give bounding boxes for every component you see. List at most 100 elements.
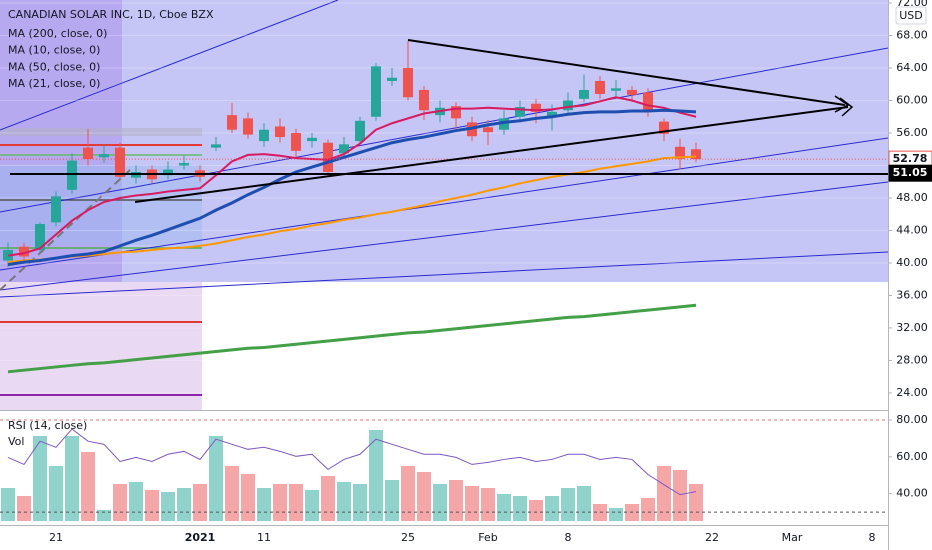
volume-bar bbox=[417, 472, 431, 521]
volume-bar bbox=[225, 466, 239, 521]
price-tag: 51.05 bbox=[893, 166, 928, 179]
level-band bbox=[0, 128, 202, 136]
volume-bar bbox=[49, 466, 63, 521]
candle-body bbox=[659, 121, 669, 134]
candle-body bbox=[387, 77, 397, 81]
y-tick-label: 44.00 bbox=[896, 223, 928, 236]
y-tick-label: 80.00 bbox=[896, 413, 928, 426]
legend-entry: MA (21, close, 0) bbox=[8, 77, 100, 90]
volume-bar bbox=[273, 484, 287, 521]
candle-body bbox=[179, 163, 189, 166]
volume-bar bbox=[385, 480, 399, 521]
candle-body bbox=[51, 196, 61, 223]
y-tick-label: 48.00 bbox=[896, 191, 928, 204]
candle-body bbox=[339, 144, 349, 154]
volume-bar bbox=[433, 484, 447, 521]
candle-body bbox=[243, 118, 253, 135]
y-tick-label: 40.00 bbox=[896, 256, 928, 269]
candle-body bbox=[675, 146, 685, 159]
volume-bar bbox=[449, 480, 463, 521]
currency: USD bbox=[899, 9, 923, 22]
volume-bar bbox=[209, 436, 223, 521]
legend-entry: RSI (14, close) bbox=[8, 419, 87, 432]
candle-body bbox=[291, 132, 301, 151]
candle-body bbox=[451, 106, 461, 119]
trend-line bbox=[0, 47, 889, 213]
annotations bbox=[10, 39, 888, 203]
candle-body bbox=[35, 223, 45, 250]
candle-body bbox=[643, 92, 653, 111]
axes: 24.0028.0032.0036.0040.0044.0048.0052.00… bbox=[49, 0, 932, 544]
x-tick-label: 2021 bbox=[185, 531, 216, 544]
x-tick-label: Feb bbox=[478, 531, 497, 544]
level-band bbox=[0, 165, 202, 245]
candle-body bbox=[611, 88, 621, 91]
volume-bar bbox=[305, 490, 319, 521]
x-tick-label: 8 bbox=[869, 531, 876, 544]
y-tick-label: 56.00 bbox=[896, 126, 928, 139]
legend-entry: Vol bbox=[8, 435, 24, 448]
candle-body bbox=[115, 147, 125, 177]
x-tick-label: 11 bbox=[257, 531, 271, 544]
candle-body bbox=[627, 89, 637, 95]
moving-average bbox=[7, 108, 697, 267]
candle-body bbox=[275, 126, 285, 138]
trend-line bbox=[0, 0, 339, 131]
trend-line bbox=[0, 251, 889, 298]
candle-body bbox=[403, 67, 413, 98]
volume-bar bbox=[289, 484, 303, 521]
y-tick-label: 72.00 bbox=[896, 0, 928, 9]
arrow-head bbox=[834, 95, 850, 113]
y-tick-label: 40.00 bbox=[896, 487, 928, 500]
candle-body bbox=[483, 127, 493, 133]
volume-bar bbox=[337, 482, 351, 521]
volume-bar bbox=[177, 488, 191, 521]
volume-bar bbox=[17, 496, 31, 521]
x-tick-label: 22 bbox=[705, 531, 719, 544]
candle-body bbox=[83, 147, 93, 159]
dashed-line bbox=[0, 169, 131, 291]
y-tick-label: 24.00 bbox=[896, 386, 928, 399]
volume-bar bbox=[481, 488, 495, 521]
moving-average bbox=[7, 96, 697, 257]
y-tick-label: 64.00 bbox=[896, 61, 928, 74]
candle-body bbox=[499, 118, 509, 130]
x-tick-label: Mar bbox=[782, 531, 803, 544]
y-tick-label: 68.00 bbox=[896, 29, 928, 42]
main-pane bbox=[0, 2, 888, 394]
volume-bar bbox=[65, 436, 79, 521]
volume-bar bbox=[513, 496, 527, 521]
legend-entry: MA (50, close, 0) bbox=[8, 60, 100, 73]
volume-bar bbox=[369, 430, 383, 521]
chart-title: CANADIAN SOLAR INC, 1D, Cboe BZX bbox=[8, 8, 214, 21]
currency-box bbox=[895, 6, 927, 25]
trend-line bbox=[407, 39, 846, 106]
x-tick-label: 8 bbox=[565, 531, 572, 544]
volume-bar bbox=[465, 486, 479, 521]
volume-bar bbox=[257, 488, 271, 521]
volume-bar bbox=[161, 492, 175, 521]
volume-bar bbox=[241, 474, 255, 521]
candle-body bbox=[211, 144, 221, 148]
trend-line bbox=[0, 137, 889, 271]
moving-average bbox=[7, 155, 697, 264]
volume-bar bbox=[353, 484, 367, 521]
volume-bar bbox=[1, 488, 15, 521]
volume-bar bbox=[673, 470, 687, 521]
candle-body bbox=[531, 103, 541, 112]
candle-body bbox=[563, 100, 573, 111]
y-tick-label: 28.00 bbox=[896, 353, 928, 366]
candle-body bbox=[691, 149, 701, 160]
x-tick-label: 25 bbox=[401, 531, 415, 544]
volume-bar bbox=[497, 494, 511, 521]
arrow-head bbox=[839, 97, 854, 117]
candle-body bbox=[547, 111, 557, 117]
y-tick-label: 60.00 bbox=[896, 450, 928, 463]
lower-pane bbox=[0, 419, 888, 521]
y-tick-label: 32.00 bbox=[896, 321, 928, 334]
candle-body bbox=[323, 142, 333, 172]
candle-body bbox=[595, 80, 605, 94]
volume-bar bbox=[641, 498, 655, 521]
volume-bar bbox=[193, 484, 207, 521]
volume-bar bbox=[113, 484, 127, 521]
